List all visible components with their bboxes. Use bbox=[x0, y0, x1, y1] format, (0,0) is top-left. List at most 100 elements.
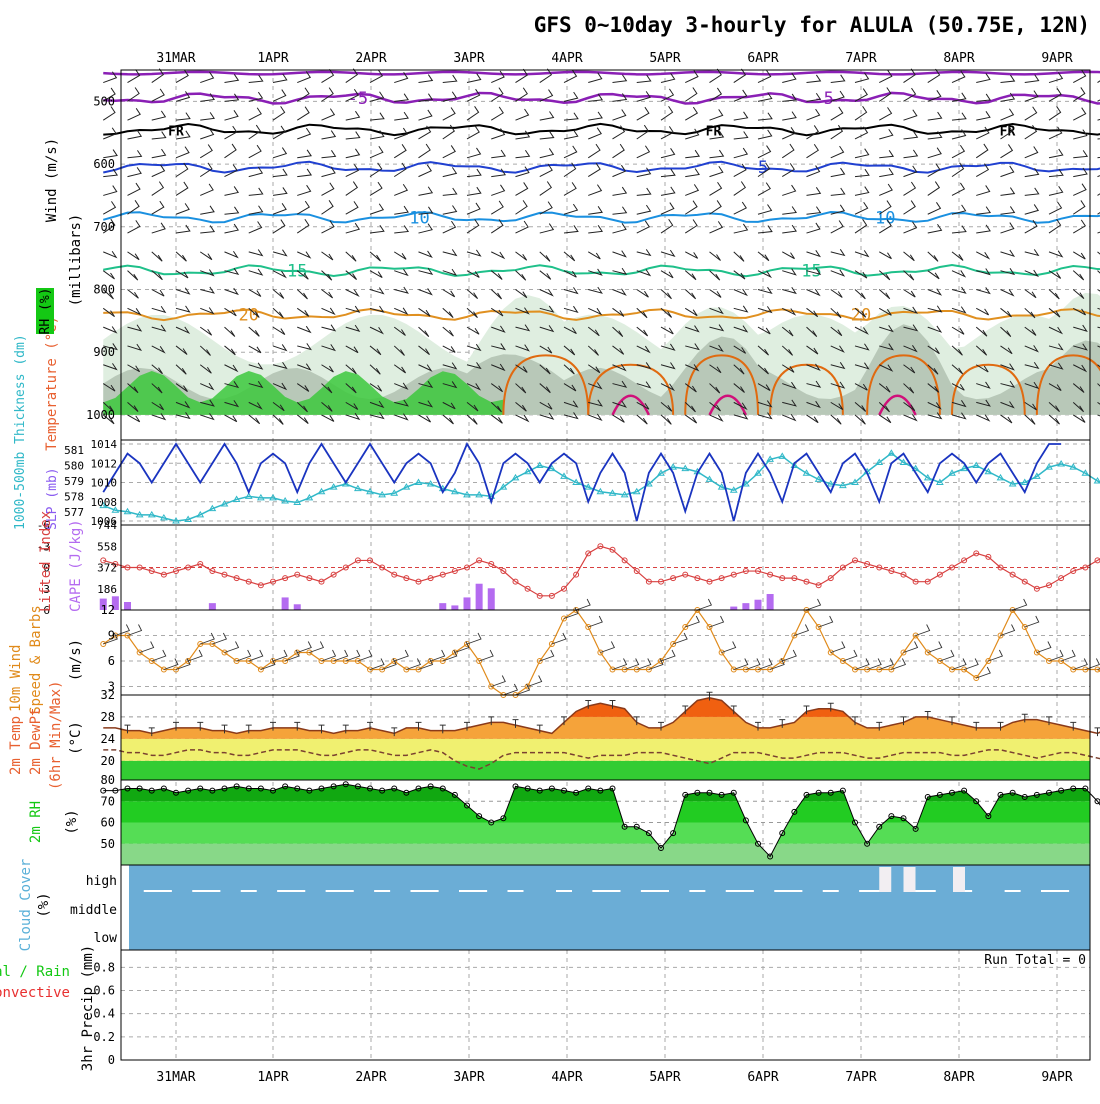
wind-barb bbox=[516, 200, 528, 214]
pressure-tick-label: 1000 bbox=[86, 408, 115, 422]
wind-barb bbox=[346, 69, 358, 83]
wind-barb bbox=[346, 201, 358, 214]
wind-barb bbox=[637, 188, 651, 195]
wind-barb bbox=[1049, 271, 1061, 279]
wind-barb bbox=[200, 206, 214, 214]
wind-barb bbox=[879, 70, 892, 82]
wind-barb bbox=[225, 207, 239, 214]
wind-barb bbox=[225, 251, 238, 257]
wind-barb bbox=[540, 289, 553, 295]
wind-barb bbox=[322, 150, 336, 157]
wind-barb bbox=[855, 187, 869, 196]
wind-barb bbox=[443, 308, 453, 317]
wind-barb bbox=[1073, 271, 1083, 280]
wind-barb bbox=[1049, 127, 1062, 139]
panel-frame-prec bbox=[121, 950, 1090, 1060]
thickness-tick-label: 578 bbox=[64, 490, 84, 503]
wind-barb bbox=[976, 207, 990, 215]
wind-barb bbox=[1001, 109, 1014, 120]
wind-barb bbox=[952, 327, 964, 334]
wind-barb bbox=[152, 306, 165, 312]
wind-barb bbox=[685, 169, 699, 177]
wind-barb bbox=[831, 188, 845, 195]
wind-barb bbox=[855, 289, 865, 298]
temp-unit-label: (°C) bbox=[68, 721, 84, 755]
wind-barb bbox=[322, 109, 335, 121]
wind-barb bbox=[297, 107, 309, 120]
cape-tick-label: 372 bbox=[97, 562, 117, 575]
precip-axis-label: 3hr Precip (mm) bbox=[80, 945, 96, 1071]
time-label-bottom: 2APR bbox=[355, 1070, 386, 1085]
wind-barb bbox=[176, 182, 188, 195]
wind-barb bbox=[734, 90, 747, 101]
cape-axis-label: CAPE (J/kg) bbox=[68, 519, 84, 612]
wind-barb bbox=[976, 287, 989, 293]
wind-barb bbox=[540, 271, 551, 280]
rh-band bbox=[121, 844, 1090, 865]
temp-band bbox=[121, 695, 1090, 717]
wind-barb bbox=[685, 150, 699, 158]
wind-barb bbox=[613, 415, 625, 422]
wind-tick-label: 9 bbox=[108, 629, 115, 643]
temp-tick-label: 20 bbox=[101, 754, 115, 768]
wind-barb bbox=[322, 252, 333, 260]
wind-barb bbox=[128, 150, 142, 157]
wind-barb bbox=[419, 187, 433, 196]
wind-barb bbox=[1049, 149, 1063, 158]
wind-barb bbox=[297, 343, 311, 349]
wind-barb bbox=[831, 146, 844, 158]
isotherm-label: 20 bbox=[851, 306, 871, 326]
wind-barb bbox=[225, 144, 237, 158]
wind-barb bbox=[1001, 250, 1014, 256]
wind-tick-label: 12 bbox=[101, 603, 115, 617]
wind-barb bbox=[952, 183, 964, 195]
wind-barb bbox=[661, 187, 675, 196]
wind-barb bbox=[807, 187, 821, 195]
wind-barb bbox=[273, 169, 287, 177]
wind-barb bbox=[879, 168, 893, 176]
wind-barb bbox=[249, 327, 260, 336]
temp-band bbox=[121, 761, 1090, 780]
wind-barb bbox=[1049, 415, 1060, 424]
time-label-top: 2APR bbox=[355, 51, 386, 66]
temp-label-b: 2m DewPt bbox=[28, 708, 44, 775]
wind-barb bbox=[588, 287, 602, 293]
wind-axis-label: Wind (m/s) bbox=[44, 138, 60, 222]
wind-barb bbox=[152, 223, 165, 233]
wind-barb bbox=[249, 269, 262, 275]
wind-barb bbox=[516, 150, 530, 158]
wind-barb bbox=[443, 249, 457, 255]
wind-barb bbox=[564, 204, 577, 214]
wind-barb bbox=[297, 308, 308, 316]
wind-barb bbox=[273, 327, 285, 334]
rh-band bbox=[121, 823, 1090, 844]
wind-barb bbox=[758, 205, 771, 215]
wind-barb bbox=[370, 271, 382, 278]
wind-barb bbox=[443, 75, 457, 82]
wind-barb bbox=[782, 287, 795, 293]
wind-barb bbox=[710, 200, 722, 214]
wind-barb bbox=[879, 184, 892, 195]
thickness-tick-label: 581 bbox=[64, 444, 84, 457]
pressure-tick-label: 600 bbox=[93, 157, 115, 171]
wind-barb bbox=[103, 107, 115, 121]
wind-barb bbox=[443, 415, 454, 424]
wind-barb bbox=[443, 188, 457, 195]
wind-barb bbox=[128, 167, 142, 176]
wind-barb bbox=[103, 327, 116, 333]
wind-barb bbox=[394, 252, 406, 259]
wind-barb bbox=[394, 94, 408, 102]
wind-barb bbox=[564, 182, 576, 195]
wind-barb bbox=[346, 289, 359, 295]
rh-axis-label: RH (%) bbox=[38, 288, 53, 335]
cloud-level-label: high bbox=[86, 874, 117, 889]
wind-barb bbox=[297, 289, 307, 299]
cape-tick-label: 186 bbox=[97, 583, 117, 596]
wind-barb bbox=[976, 127, 989, 139]
wind10-label-a: 10m Wind bbox=[8, 645, 24, 712]
temp-tick-label: 28 bbox=[101, 710, 115, 724]
wind-barb bbox=[928, 271, 939, 279]
wind-barb bbox=[710, 271, 720, 281]
wind-barb bbox=[443, 167, 457, 176]
wind-barb bbox=[176, 306, 190, 312]
